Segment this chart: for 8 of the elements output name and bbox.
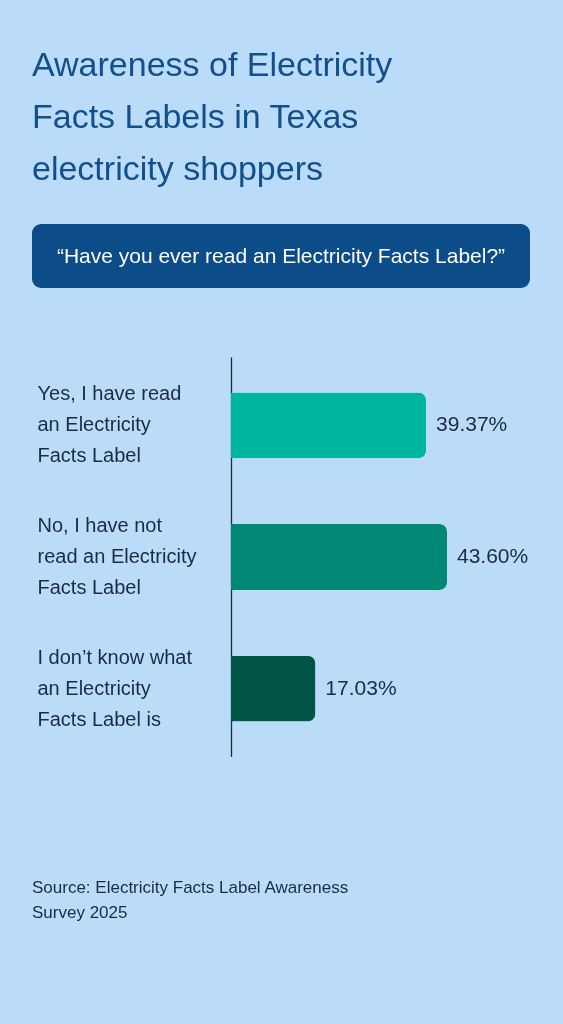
source-note: Source: Electricity Facts Label Awareness Survey 2025	[32, 877, 350, 924]
data-label: 43.60%	[457, 544, 529, 567]
data-label: 17.03%	[325, 675, 397, 699]
chart-title: Awareness of Electricity Facts Labels in Texas electricity shoppers	[32, 44, 394, 189]
y-tick-label: No, I have not read an Electricity Facts Label	[37, 514, 197, 598]
data-label: 39.37%	[436, 412, 508, 436]
y-tick-label: Yes, I have read an Electricity Facts Label	[37, 382, 182, 467]
y-tick-label: I don’t know what an Electricity Facts Label is	[37, 645, 193, 730]
